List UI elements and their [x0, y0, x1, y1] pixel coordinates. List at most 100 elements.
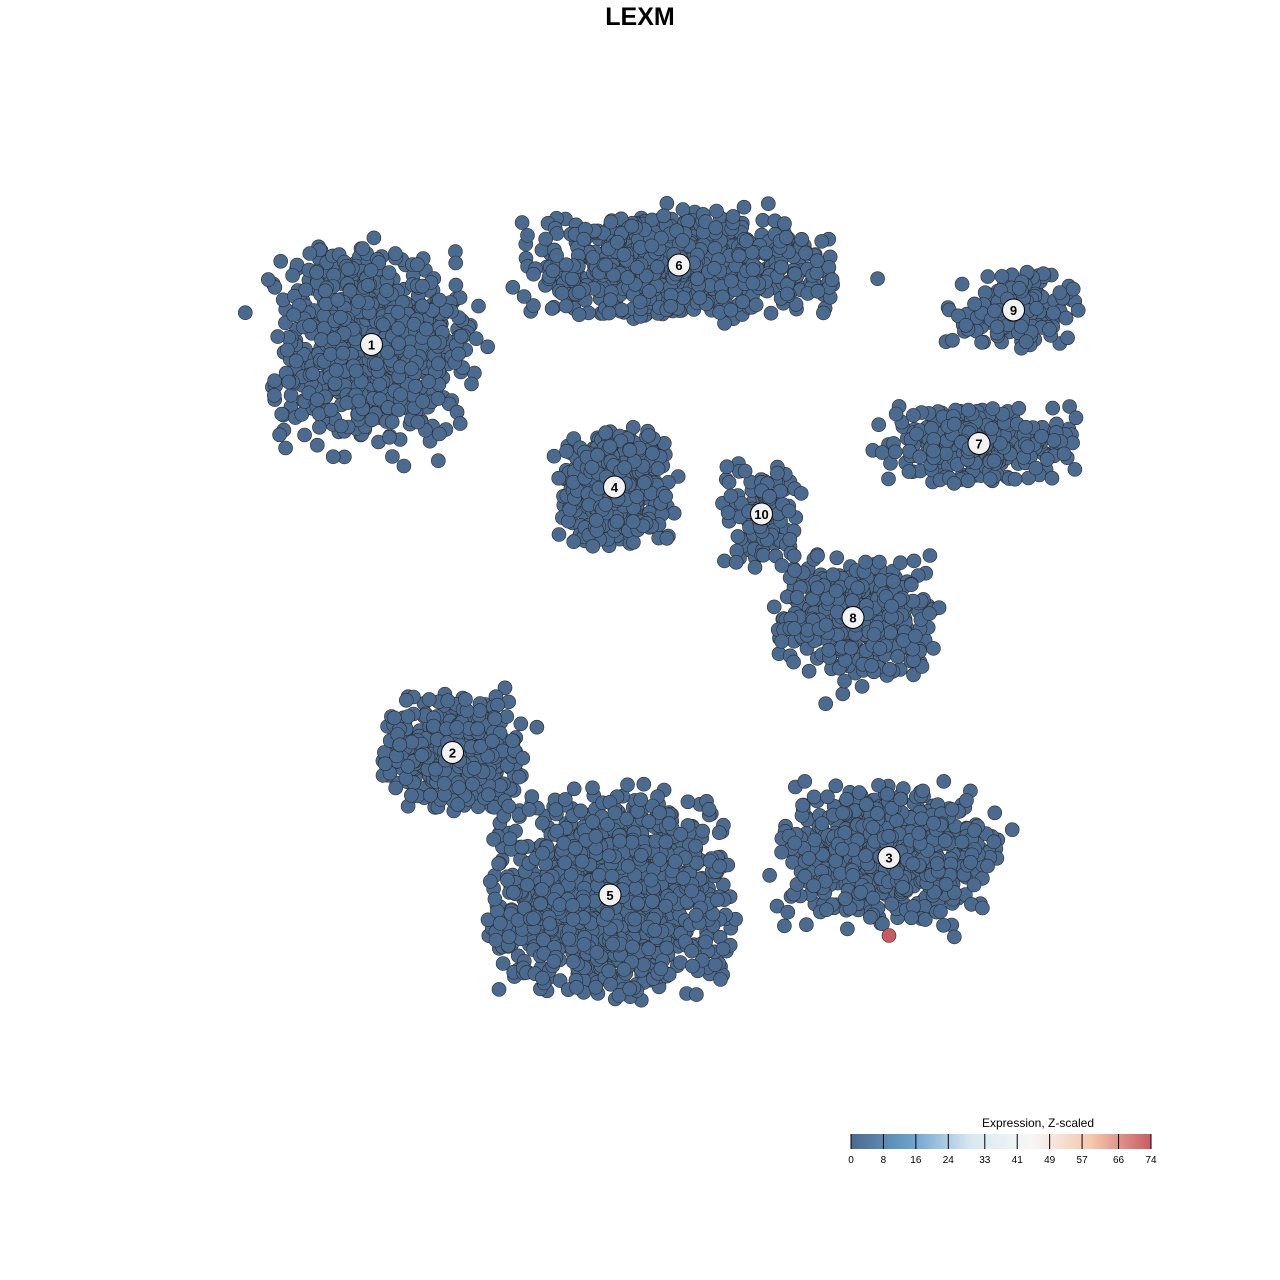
data-point-cluster-6: [571, 284, 587, 300]
data-point-cluster-1: [333, 309, 348, 325]
data-point-cluster-3: [986, 834, 1002, 850]
data-point-cluster-3: [853, 884, 869, 900]
data-point-cluster-6: [526, 298, 541, 313]
data-point-cluster-10: [781, 503, 797, 519]
data-point-cluster-2: [470, 721, 485, 737]
data-point-cluster-1: [309, 392, 325, 408]
data-point-cluster-2: [421, 692, 437, 707]
data-point-cluster-8: [854, 679, 870, 694]
data-point-cluster-3: [834, 841, 850, 857]
data-point-cluster-6: [745, 275, 761, 291]
data-point-cluster-8: [872, 641, 888, 656]
data-point-cluster-7: [1045, 400, 1060, 416]
data-point-cluster-1: [415, 394, 431, 409]
data-point-cluster-4: [559, 443, 574, 459]
data-point-cluster-3: [946, 929, 962, 945]
data-point-cluster-8: [786, 548, 802, 564]
data-point-cluster-1: [286, 307, 302, 323]
data-point-cluster-1: [410, 414, 426, 430]
data-point-cluster-1: [408, 379, 423, 394]
data-point-cluster-4: [636, 475, 652, 491]
data-point-cluster-1: [410, 257, 425, 272]
data-point-cluster-6: [598, 257, 614, 273]
data-point-cluster-8: [810, 548, 825, 564]
data-point-cluster-3: [787, 835, 803, 851]
data-point-cluster-1: [426, 335, 442, 350]
data-point-cluster-1: [451, 346, 466, 362]
data-point-cluster-3: [845, 868, 861, 883]
data-point-cluster-1: [366, 230, 382, 246]
data-point-cluster-6: [571, 307, 587, 323]
data-point-cluster-1: [418, 321, 434, 337]
data-point-cluster-8: [810, 580, 825, 596]
data-point-cluster-3: [814, 816, 830, 831]
data-point-cluster-8: [825, 567, 841, 583]
data-point-cluster-3: [963, 854, 978, 870]
data-point-cluster-8: [872, 554, 887, 570]
data-point-cluster-2: [398, 771, 414, 786]
data-point-cluster-8: [873, 573, 889, 588]
data-point-cluster-6: [610, 234, 625, 250]
data-point-cluster-8: [885, 574, 901, 589]
data-point-cluster-6: [514, 215, 530, 230]
data-point-cluster-2: [414, 747, 430, 763]
data-point-cluster-1: [415, 298, 430, 314]
data-point-cluster-3: [884, 896, 900, 912]
data-point-cluster-2: [423, 787, 438, 803]
data-point-cluster-7: [912, 449, 928, 465]
data-point-cluster-1: [278, 440, 293, 456]
data-point-cluster-4: [566, 534, 582, 550]
data-point-cluster-9: [1029, 300, 1044, 316]
data-point-cluster-6: [870, 271, 885, 287]
data-point-cluster-1: [431, 356, 446, 372]
points-layer: [238, 196, 1086, 1008]
data-point-cluster-1: [393, 387, 408, 402]
data-point-cluster-10: [747, 560, 763, 575]
data-point-cluster-3: [959, 793, 974, 808]
data-point-cluster-9: [1070, 302, 1086, 318]
data-point-cluster-8: [766, 599, 782, 615]
data-point-cluster-9: [1060, 330, 1075, 346]
data-point-cluster-7: [1044, 470, 1060, 486]
data-point-cluster-9: [994, 269, 1010, 284]
data-point-cluster-1: [288, 353, 304, 369]
data-point-cluster-6: [538, 231, 554, 247]
data-point-cluster-3: [929, 856, 945, 872]
data-point-cluster-1: [471, 298, 486, 314]
data-point-cluster-1: [260, 272, 276, 287]
data-point-cluster-6: [545, 263, 561, 279]
data-point-cluster-4: [590, 447, 605, 463]
data-point-cluster-3: [795, 797, 810, 813]
data-point-cluster-3: [807, 832, 823, 848]
data-point-cluster-3: [889, 813, 905, 828]
data-point-cluster-3: [938, 876, 954, 892]
data-point-cluster-6: [558, 298, 574, 314]
data-point-cluster-6: [774, 259, 789, 275]
data-point-cluster-3: [937, 833, 953, 849]
data-point-cluster-6: [564, 271, 580, 287]
data-point-cluster-3: [954, 834, 970, 850]
data-point-cluster-6: [725, 209, 741, 224]
data-point-cluster-1: [387, 246, 403, 261]
data-point-cluster-3: [1004, 822, 1020, 838]
data-point-cluster-3: [967, 823, 982, 838]
data-point-cluster-9: [1013, 319, 1029, 334]
data-point-cluster-7: [901, 464, 917, 479]
data-point-cluster-6: [778, 230, 794, 245]
data-point-cluster-6: [758, 245, 774, 261]
data-point-cluster-7: [1028, 460, 1044, 476]
data-point-cluster-6: [748, 297, 764, 313]
data-point-cluster-1: [335, 345, 351, 361]
data-point-cluster-3: [987, 805, 1003, 821]
data-point-cluster-3: [975, 900, 990, 916]
data-point-cluster-1: [298, 282, 314, 298]
data-point-cluster-6: [824, 272, 840, 288]
data-point-cluster-1: [385, 449, 400, 464]
data-point-cluster-4: [588, 513, 604, 528]
data-point-cluster-3: [893, 791, 909, 807]
data-point-cluster-6: [760, 196, 776, 211]
data-point-cluster-1: [266, 388, 282, 403]
data-point-cluster-6: [736, 199, 752, 215]
data-point-cluster-6: [689, 271, 705, 287]
data-point-cluster-2: [499, 709, 515, 724]
